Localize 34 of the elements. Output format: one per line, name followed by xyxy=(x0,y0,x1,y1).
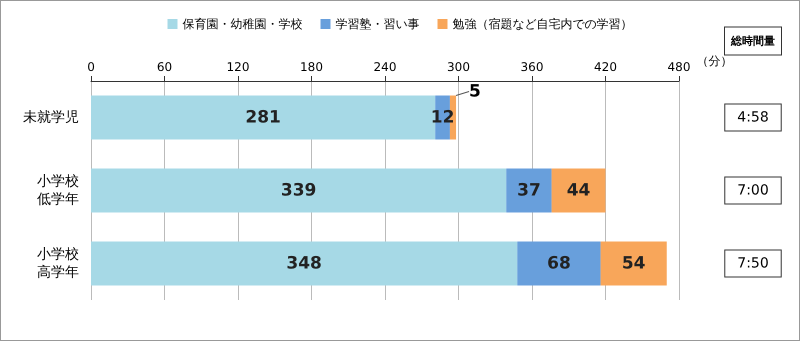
x-tick-label: 420 xyxy=(594,60,617,74)
text: 4:58 xyxy=(737,110,769,126)
bar xyxy=(517,242,601,286)
y-tick-label: 小学校低学年 xyxy=(37,174,79,208)
data-label: 54 xyxy=(622,254,646,274)
data-label: 348 xyxy=(286,254,322,274)
data-label: 281 xyxy=(245,108,281,128)
x-axis-title: （分） xyxy=(696,54,732,68)
text: 7:50 xyxy=(737,256,769,272)
x-tick-label: 480 xyxy=(668,60,690,74)
text: 7:00 xyxy=(737,182,769,198)
bar xyxy=(600,242,667,286)
legend-label: 学習塾・習い事 xyxy=(336,17,420,31)
bar xyxy=(91,242,518,286)
data-label: 68 xyxy=(547,254,571,274)
x-tick-label: 180 xyxy=(300,60,323,74)
legend-label: 勉強（宿題など自宅内での学習） xyxy=(452,17,632,31)
legend-label: 保育園・幼稚園・学校 xyxy=(182,17,302,31)
x-tick-label: 120 xyxy=(226,60,250,74)
text: 総時間量 xyxy=(730,34,775,48)
data-label: 5 xyxy=(469,82,481,102)
x-tick-label: 300 xyxy=(447,60,470,74)
bar xyxy=(91,168,506,212)
x-tick-label: 360 xyxy=(520,60,544,74)
data-label: 37 xyxy=(517,180,541,200)
bar xyxy=(552,168,606,212)
x-tick-label: 240 xyxy=(374,60,396,74)
x-tick-label: 60 xyxy=(156,60,172,74)
y-tick-label: 未就学児 xyxy=(23,110,79,126)
data-label: 44 xyxy=(566,180,591,200)
bar xyxy=(506,168,552,212)
data-label: 339 xyxy=(280,180,316,200)
y-tick-label: 小学校高学年 xyxy=(37,246,79,280)
x-tick-label: 0 xyxy=(87,60,95,74)
